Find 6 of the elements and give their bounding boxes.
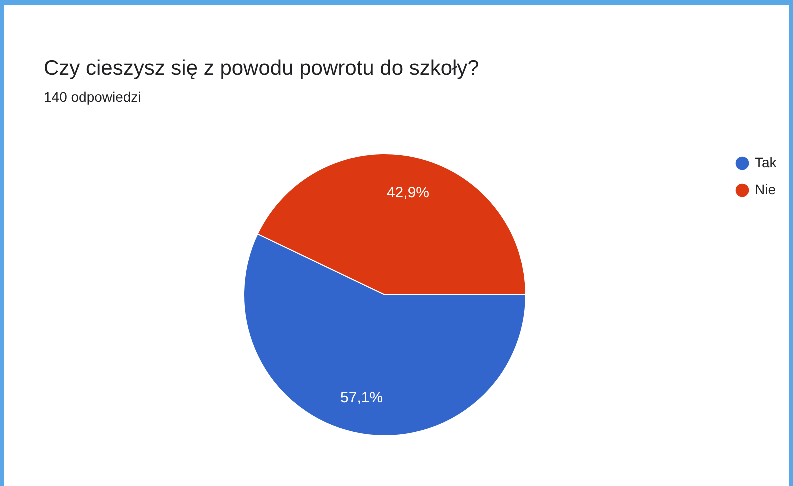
legend-label: Nie <box>755 182 776 198</box>
chart-title: Czy cieszysz się z powodu powrotu do szkoły? <box>44 57 480 80</box>
data-label: 42,9% <box>386 184 430 202</box>
text: 140 odpowiedzi <box>44 89 142 105</box>
legend-label: Tak <box>755 154 778 170</box>
data-label: 57,1% <box>340 389 384 406</box>
